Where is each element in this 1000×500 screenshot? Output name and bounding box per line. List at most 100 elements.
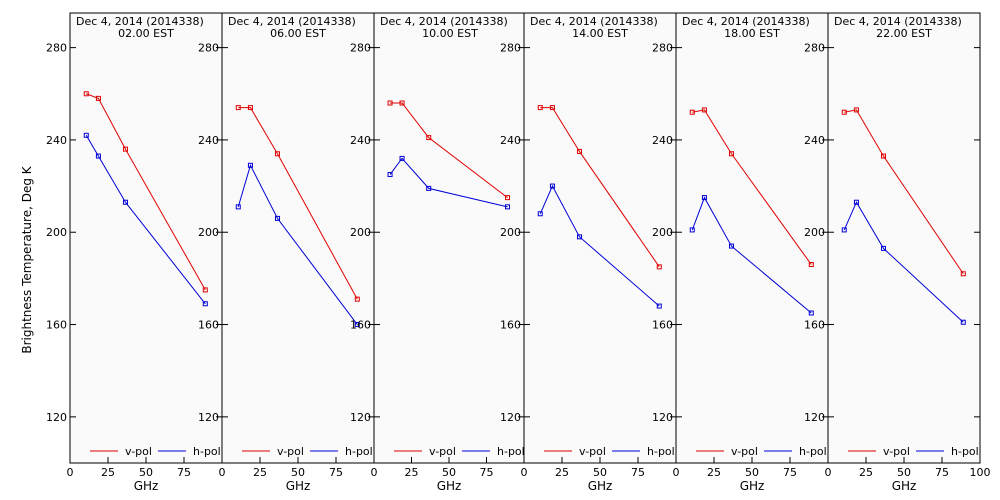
x-tick-label: 0 (67, 466, 74, 479)
series-line-h-pol (539, 184, 660, 307)
data-point-h-pol (426, 185, 432, 191)
x-tick-label: 0 (371, 466, 378, 479)
y-tick-label: 120 (652, 411, 673, 424)
y-tick-label: 280 (804, 42, 825, 55)
series-line-v-pol (238, 107, 358, 300)
y-tick-label: 240 (804, 134, 825, 147)
legend-label-h-pol: h-pol (951, 445, 979, 458)
x-axis-label: GHz (286, 479, 311, 493)
x-tick-label: 0 (219, 466, 226, 479)
y-tick-label: 160 (46, 319, 67, 332)
y-tick-label: 160 (350, 319, 371, 332)
panel-3: Dec 4, 2014 (2014338)10.00 EST 120 160 200 2… (350, 12, 525, 493)
panel-time: 18.00 EST (724, 27, 780, 40)
panels: Dec 4, 2014 (2014338)02.00 EST1201602002… (46, 12, 991, 493)
data-point-h-pol (728, 243, 734, 249)
data-point-h-pol (841, 227, 847, 233)
x-tick-label: 50 (897, 466, 911, 479)
y-tick-label: 240 (500, 134, 521, 147)
y-tick-label: 280 (198, 42, 219, 55)
plot-frame (827, 12, 981, 464)
data-point-h-pol (505, 204, 510, 210)
y-axis-label: Brightness Temperature, Deg K (20, 165, 34, 353)
data-point-v-pol (354, 296, 360, 302)
data-point-v-pol (728, 151, 734, 157)
panel-date: Dec 4, 2014 (2014338) (76, 15, 204, 28)
series-line-v-pol (86, 93, 206, 291)
data-point-h-pol (202, 301, 208, 307)
series-line-v-pol (390, 102, 508, 199)
data-point-v-pol (689, 109, 695, 115)
legend-label-v-pol: v-pol (579, 445, 606, 458)
x-tick-label: 0 (673, 466, 680, 479)
data-point-v-pol (95, 95, 101, 101)
data-point-h-pol (880, 245, 886, 251)
y-tick-label: 280 (350, 42, 371, 55)
x-tick-label: 75 (783, 466, 797, 479)
y-tick-label: 200 (350, 226, 371, 239)
x-tick-label: 25 (555, 466, 569, 479)
plot-frame (221, 12, 375, 464)
legend-label-h-pol: h-pol (345, 445, 373, 458)
data-point-v-pol (122, 146, 128, 152)
data-point-v-pol (576, 148, 582, 154)
data-point-h-pol (808, 310, 814, 316)
data-point-h-pol (537, 211, 543, 217)
legend-label-h-pol: h-pol (497, 445, 525, 458)
data-point-h-pol (853, 199, 859, 205)
data-point-v-pol (808, 262, 814, 268)
x-tick-label: 50 (745, 466, 759, 479)
x-tick-label: 100 (970, 466, 991, 479)
data-point-v-pol (537, 105, 543, 111)
y-tick-label: 240 (350, 134, 371, 147)
x-tick-label: 25 (859, 466, 873, 479)
x-axis-label: GHz (588, 479, 613, 493)
series-line-v-pol (540, 107, 660, 268)
panel-time: 14.00 EST (572, 27, 628, 40)
panel-time: 10.00 EST (422, 27, 478, 40)
y-tick-label: 120 (46, 411, 67, 424)
plot-frame (523, 12, 677, 464)
legend-label-v-pol: v-pol (125, 445, 152, 458)
panel-6: Dec 4, 2014 (2014338)22.00 EST 120 160 200 2… (804, 12, 991, 493)
series-line-h-pol (691, 196, 812, 314)
x-tick-label: 75 (177, 466, 191, 479)
data-point-h-pol (247, 162, 253, 168)
data-point-h-pol (689, 227, 695, 233)
data-point-h-pol (387, 172, 393, 178)
y-tick-label: 240 (46, 134, 67, 147)
data-point-h-pol (83, 132, 89, 138)
x-tick-label: 50 (593, 466, 607, 479)
y-tick-label: 200 (198, 226, 219, 239)
x-axis-label: GHz (134, 479, 159, 493)
data-point-v-pol (505, 195, 510, 201)
y-tick-label: 160 (804, 319, 825, 332)
data-point-v-pol (387, 100, 393, 106)
plot-frame (675, 12, 829, 464)
panel-date: Dec 4, 2014 (2014338) (380, 15, 508, 28)
series-line-v-pol (692, 109, 812, 265)
data-point-v-pol (247, 105, 253, 111)
y-tick-label: 120 (804, 411, 825, 424)
panel-time: 22.00 EST (876, 27, 932, 40)
plot-frame (69, 12, 223, 464)
y-tick-label: 120 (198, 411, 219, 424)
legend-label-v-pol: v-pol (731, 445, 758, 458)
panel-2: Dec 4, 2014 (2014338)06.00 EST 120 160 200 2… (198, 12, 375, 493)
data-point-h-pol (960, 319, 966, 325)
legend-label-v-pol: v-pol (429, 445, 456, 458)
x-tick-label: 75 (935, 466, 949, 479)
panel-4: Dec 4, 2014 (2014338)14.00 EST 120 160 200 2… (500, 12, 677, 493)
panel-date: Dec 4, 2014 (2014338) (228, 15, 356, 28)
x-tick-label: 0 (825, 466, 832, 479)
data-point-v-pol (656, 264, 662, 270)
series-line-h-pol (237, 163, 358, 325)
x-tick-label: 75 (480, 466, 494, 479)
panel-date: Dec 4, 2014 (2014338) (530, 15, 658, 28)
x-axis-label: GHz (740, 479, 765, 493)
data-point-h-pol (95, 153, 101, 159)
x-tick-label: 25 (253, 466, 267, 479)
x-tick-label: 25 (707, 466, 721, 479)
data-point-v-pol (549, 105, 555, 111)
data-point-h-pol (701, 195, 707, 201)
